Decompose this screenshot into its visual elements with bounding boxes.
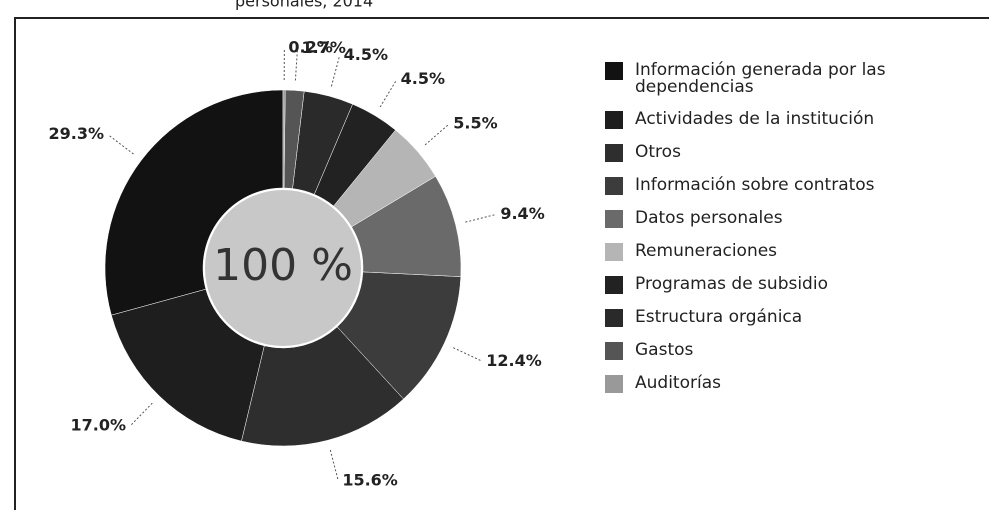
data-label: 0.2%: [288, 38, 332, 57]
legend-label: Auditorías: [635, 373, 721, 393]
legend-item: Estructura orgánica: [605, 309, 915, 327]
leader-line: [294, 48, 298, 81]
leader-line: [129, 402, 153, 427]
legend-item: Auditorías: [605, 375, 915, 393]
legend-swatch: [605, 210, 623, 228]
legend-label: Gastos: [635, 340, 694, 360]
legend-label: Actividades de la institución: [635, 109, 875, 129]
center-label: 100 %: [213, 240, 353, 291]
slice: [241, 326, 404, 447]
legend-item: Actividades de la institución: [605, 111, 915, 129]
legend-swatch: [605, 276, 623, 294]
data-label: 4.5%: [344, 45, 388, 64]
legend-swatch: [605, 342, 623, 360]
legend-swatch: [605, 375, 623, 393]
slice: [104, 89, 284, 316]
legend-item: Programas de subsidio: [605, 276, 915, 294]
legend-label: Información generada por las dependencia…: [635, 60, 886, 97]
legend-swatch: [605, 243, 623, 261]
legend-label: Programas de subsidio: [635, 274, 828, 294]
legend-item: Gastos: [605, 342, 915, 360]
legend-swatch: [605, 309, 623, 327]
leader-line: [107, 134, 134, 155]
legend-label: Otros: [635, 142, 681, 162]
legend-item: Otros: [605, 144, 915, 162]
legend-label: Estructura orgánica: [635, 307, 803, 327]
data-label: 15.6%: [342, 470, 398, 489]
center-disc: [205, 190, 361, 346]
data-label: 12.4%: [486, 351, 542, 370]
data-label: 5.5%: [453, 113, 497, 132]
legend-item: Información generada por las dependencia…: [605, 62, 915, 96]
leader-line: [453, 347, 483, 362]
slice: [111, 288, 265, 442]
slice: [282, 89, 286, 189]
legend-swatch: [605, 144, 623, 162]
frame: [14, 17, 989, 510]
leader-line: [379, 79, 398, 108]
leader-line: [329, 449, 339, 482]
leader-line: [330, 55, 341, 87]
leader-line: [465, 213, 497, 223]
subtitle: personales, 2014: [235, 0, 373, 11]
legend-item: Remuneraciones: [605, 243, 915, 261]
legend: Información generada por las dependencia…: [605, 62, 915, 408]
legend-swatch: [605, 62, 623, 80]
legend-label: Datos personales: [635, 208, 783, 228]
data-label: 17.0%: [71, 416, 127, 435]
data-label: 9.4%: [500, 204, 544, 223]
legend-swatch: [605, 111, 623, 129]
legend-swatch: [605, 177, 623, 195]
legend-item: Datos personales: [605, 210, 915, 228]
data-label: 4.5%: [401, 69, 445, 88]
data-label: 1.7%: [301, 38, 345, 57]
legend-label: Remuneraciones: [635, 241, 778, 261]
leader-line: [424, 123, 450, 146]
legend-item: Información sobre contratos: [605, 177, 915, 195]
data-label: 29.3%: [49, 124, 105, 143]
legend-label: Información sobre contratos: [635, 175, 875, 195]
